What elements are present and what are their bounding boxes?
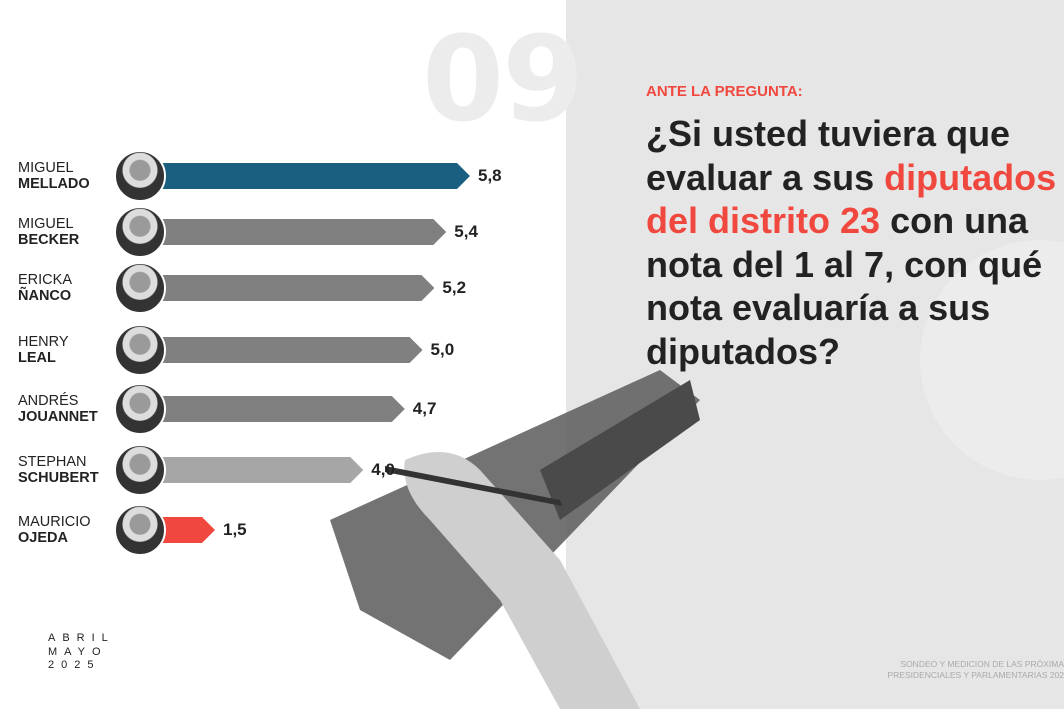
question: ¿Si usted tuviera que evaluar a sus dipu… <box>646 112 1064 373</box>
kicker: ANTE LA PREGUNTA: <box>646 83 803 100</box>
first-name: MIGUEL <box>18 160 74 176</box>
bar-row: ANDRÉS JOUANNET 4,7 <box>0 381 560 437</box>
date-month-1: ABRIL <box>48 632 115 644</box>
candidate-photo <box>114 206 166 258</box>
bar <box>150 457 363 483</box>
first-name: ERICKA <box>18 272 72 288</box>
candidate-name: HENRY LEAL <box>18 334 69 366</box>
data-label: 5,8 <box>478 166 502 185</box>
candidate-photo <box>114 150 166 202</box>
candidate-photo <box>114 504 166 556</box>
question-text: nota evaluaría a sus <box>646 287 991 328</box>
data-label: 5,4 <box>454 222 478 241</box>
footer-line: SONDEO Y MEDICION DE LAS PRÓXIMA <box>900 659 1064 669</box>
candidate-name: MIGUEL BECKER <box>18 216 79 248</box>
candidate-photo <box>114 262 166 314</box>
question-highlight: diputados <box>884 156 1057 198</box>
bar-row: STEPHAN SCHUBERT 4,0 <box>0 442 560 498</box>
page-number: 09 <box>422 10 584 148</box>
data-label: 4,7 <box>412 399 437 418</box>
question-text: diputados? <box>646 330 840 372</box>
bar-row: MAURICIO OJEDA 1,5 <box>0 502 560 558</box>
candidate-name: MAURICIO OJEDA <box>18 514 91 546</box>
candidate-name: ANDRÉS JOUANNET <box>18 393 98 425</box>
last-name: SCHUBERT <box>18 470 99 486</box>
last-name: OJEDA <box>18 530 68 546</box>
candidate-name: STEPHAN SCHUBERT <box>18 454 99 486</box>
footer-line: PRESIDENCIALES Y PARLAMENTARIAS 202 <box>887 670 1064 680</box>
last-name: MELLADO <box>18 176 90 192</box>
bar-row: ERICKA ÑANCO 5,2 <box>0 260 560 316</box>
footer: SONDEO Y MEDICION DE LAS PRÓXIMA PRESIDE… <box>887 659 1064 681</box>
bar <box>150 163 470 189</box>
bar-row: MIGUEL BECKER 5,4 <box>0 204 560 260</box>
first-name: MAURICIO <box>18 514 91 530</box>
candidate-name: ERICKA ÑANCO <box>18 272 72 304</box>
question-text: evaluar a sus <box>646 156 885 198</box>
question-text: ¿Si usted tuviera que <box>646 113 1011 154</box>
candidate-photo <box>114 383 166 435</box>
bar <box>150 275 434 301</box>
first-name: HENRY <box>18 334 69 350</box>
data-label: 5,0 <box>430 340 455 359</box>
data-label: 4,0 <box>371 460 395 479</box>
first-name: ANDRÉS <box>18 393 79 409</box>
candidate-photo <box>114 324 166 376</box>
data-label: 5,2 <box>442 278 467 297</box>
last-name: BECKER <box>18 232 80 248</box>
bar-row: MIGUEL MELLADO 5,8 <box>0 148 560 204</box>
last-name: JOUANNET <box>18 409 98 425</box>
candidate-name: MIGUEL MELLADO <box>18 160 90 192</box>
data-label: 1,5 <box>223 520 247 539</box>
last-name: LEAL <box>18 350 56 366</box>
question-text: nota del 1 al 7, con qué <box>646 243 1043 285</box>
last-name: ÑANCO <box>18 288 72 304</box>
date-year: 2025 <box>48 659 101 671</box>
date: ABRIL MAYO 2025 <box>48 632 115 673</box>
bar-row: HENRY LEAL 5,0 <box>0 322 560 378</box>
candidate-photo <box>114 444 166 496</box>
bar <box>150 396 405 422</box>
first-name: STEPHAN <box>18 454 87 470</box>
question-highlight: del distrito 23 <box>646 200 881 241</box>
date-month-2: MAYO <box>48 645 108 658</box>
first-name: MIGUEL <box>18 216 74 232</box>
bar <box>150 337 423 363</box>
bar <box>150 219 446 245</box>
question-text: con una <box>880 200 1029 241</box>
